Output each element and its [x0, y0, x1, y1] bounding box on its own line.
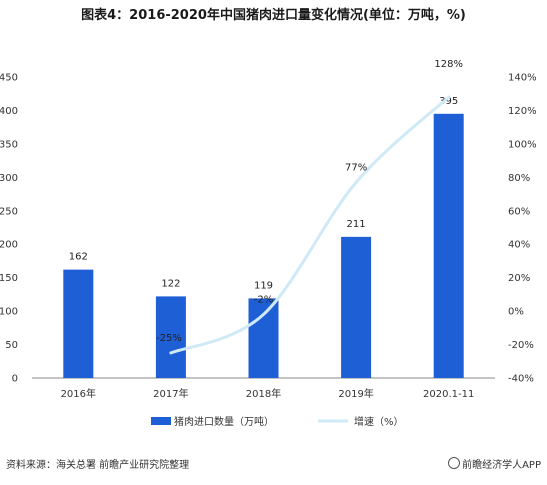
y-right-tick-label: 140%	[508, 73, 537, 84]
y-left-tick-label: 100	[0, 307, 18, 318]
bar-value-label: 395	[439, 96, 458, 107]
y-right-tick-label: 60%	[508, 206, 530, 217]
y-left-tick-label: 50	[5, 340, 18, 351]
y-left-tick-label: 150	[0, 273, 18, 284]
legend-label-bar: 猪肉进口数量（万吨）	[174, 415, 274, 428]
growth-line	[169, 95, 451, 355]
y-right-tick-label: 40%	[508, 240, 530, 251]
bar-value-label: 162	[69, 252, 88, 263]
y-left-tick-label: 400	[0, 106, 18, 117]
bar-value-label: 211	[347, 219, 366, 230]
y-right-tick-label: 120%	[508, 106, 537, 117]
growth-value-label: 128%	[434, 59, 463, 70]
bar	[341, 236, 372, 378]
x-tick-label: 2018年	[246, 387, 281, 400]
bar-value-label: 119	[254, 280, 273, 291]
y-left-tick-label: 250	[0, 206, 18, 217]
y-left-tick-label: 350	[0, 139, 18, 150]
footer: 资料来源：海关总署 前瞻产业研究院整理 前瞻经济学人APP	[6, 456, 541, 476]
brand-text: 前瞻经济学人APP	[462, 460, 541, 471]
y-right-tick-label: 0%	[508, 307, 524, 318]
brand-logo-icon	[448, 457, 461, 469]
bar	[63, 269, 94, 378]
x-tick-label: 2017年	[153, 387, 188, 400]
growth-value-label: -25%	[156, 333, 182, 344]
source-note: 资料来源：海关总署 前瞻产业研究院整理	[6, 460, 190, 471]
chart-title: 图表4：2016-2020年中国猪肉进口量变化情况(单位：万吨，%)	[81, 8, 466, 23]
x-tick-label: 2020.1-11	[423, 389, 474, 400]
growth-value-label: 77%	[345, 162, 367, 173]
y-right-tick-label: 80%	[508, 173, 530, 184]
x-tick-label: 2016年	[61, 387, 96, 400]
bar	[248, 298, 279, 378]
y-left-tick-label: 300	[0, 173, 18, 184]
y-left-tick-label: 0	[12, 374, 18, 385]
bar	[433, 113, 464, 379]
legend-label-line: 增速（%）	[354, 415, 404, 428]
brand-credit: 前瞻经济学人APP	[448, 456, 541, 471]
growth-value-label: -2%	[254, 294, 273, 305]
bar	[155, 296, 186, 378]
bar-value-label: 122	[161, 278, 180, 289]
legend-swatch-bar	[151, 417, 171, 425]
y-right-tick-label: -40%	[508, 374, 534, 385]
y-right-tick-label: 20%	[508, 273, 530, 284]
chart-area: 0 50 100 150 200 250 300 350 400 450 -40% -20% 0% 20%…	[0, 59, 537, 428]
y-right-tick-label: -20%	[508, 340, 534, 351]
x-tick-label: 2019年	[338, 387, 373, 400]
y-left-tick-label: 450	[0, 73, 18, 84]
y-left-tick-label: 200	[0, 240, 18, 251]
y-right-tick-label: 100%	[508, 139, 537, 150]
